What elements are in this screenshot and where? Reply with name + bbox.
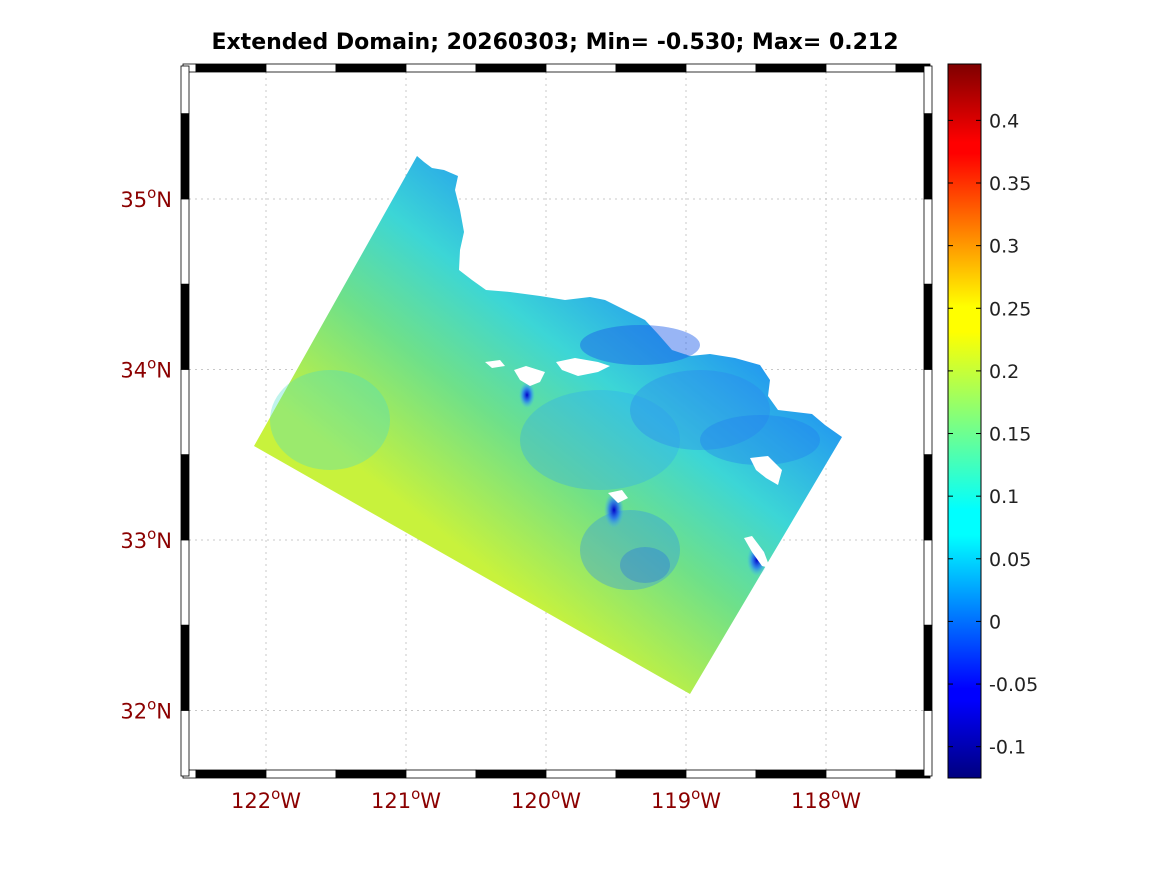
island-4 — [750, 456, 782, 485]
frame-bar-bottom — [825, 769, 897, 779]
frame-bar-left — [180, 369, 190, 456]
frame-bar-bottom — [405, 769, 477, 779]
longitude-tick-label: 119oW — [651, 785, 721, 813]
frame-bar-bottom — [755, 769, 827, 779]
frame-bar-left — [180, 198, 190, 285]
frame-bar-bottom — [545, 769, 617, 779]
longitude-tick-label: 120oW — [511, 785, 581, 813]
frame-bar-bottom — [195, 769, 267, 779]
frame-bar-right — [923, 283, 933, 370]
colorbar-ticks: 0.4 0.35 0.3 0.25 0.2 0.15 0.1 0.05 0 -0.05 -0.1 — [948, 110, 1038, 759]
latitude-tick-labels: 35oN 34oN 33oN 32oN — [120, 184, 172, 724]
latitude-tick-label: 33oN — [120, 525, 172, 553]
island-5 — [608, 490, 628, 503]
colorbar-tick-label: 0 — [989, 611, 1001, 633]
data-field — [254, 156, 842, 694]
map-title: Extended Domain; 20260303; Min= -0.530; … — [211, 30, 899, 55]
frame-bar-top — [615, 63, 687, 73]
frame-bar-left — [180, 283, 190, 370]
frame-bar-right — [923, 454, 933, 541]
colorbar-tick-label: 0.15 — [989, 424, 1031, 446]
frame-bar-left — [180, 454, 190, 541]
latitude-tick-label: 34oN — [120, 355, 172, 383]
frame-bar-top — [195, 63, 267, 73]
island-6 — [744, 536, 770, 568]
frame-bar-bottom — [685, 769, 757, 779]
colorbar-tick-label: 0.1 — [989, 486, 1019, 508]
frame-bar-left — [180, 539, 190, 626]
map-border — [180, 63, 933, 779]
colorbar-tick-label: 0.25 — [989, 298, 1031, 320]
frame-bar-bottom — [475, 769, 547, 779]
frame-bar-top — [335, 63, 407, 73]
frame-bar-left — [180, 624, 190, 711]
frame-bar-left — [180, 710, 190, 777]
frame-bar-top — [545, 63, 617, 73]
island-2 — [514, 366, 545, 386]
frame-bar-left — [180, 65, 190, 115]
frame-bar-right — [923, 113, 933, 200]
frame-bar-bottom — [265, 769, 337, 779]
frame-bar-bottom — [335, 769, 407, 779]
frame-bar-top — [475, 63, 547, 73]
colorbar-tick-label: -0.1 — [989, 737, 1026, 759]
frame-bar-top — [685, 63, 757, 73]
longitude-tick-label: 121oW — [371, 785, 441, 813]
latitude-tick-label: 32oN — [120, 696, 172, 724]
frame-bar-right — [923, 539, 933, 626]
frame-bar-bottom — [615, 769, 687, 779]
frame-bar-right — [923, 369, 933, 456]
colorbar-tick-label: -0.05 — [989, 674, 1038, 696]
colorbar-tick-label: 0.4 — [989, 110, 1019, 132]
colorbar-tick-label: 0.2 — [989, 361, 1019, 383]
frame-bar-left — [180, 113, 190, 200]
frame-bar-right — [923, 198, 933, 285]
colorbar — [947, 63, 982, 779]
island-3 — [556, 358, 610, 376]
frame-bar-right — [923, 624, 933, 711]
longitude-tick-labels: 122oW 121oW 120oW 119oW 118oW — [231, 785, 861, 813]
frame-bar-top — [265, 63, 337, 73]
frame-bar-top — [825, 63, 897, 73]
colorbar-tick-label: 0.3 — [989, 236, 1019, 258]
frame-bar-right — [923, 65, 933, 115]
data-region — [254, 156, 842, 694]
island-1 — [485, 360, 505, 368]
longitude-tick-label: 118oW — [791, 785, 861, 813]
colorbar-tick-label: 0.05 — [989, 549, 1031, 571]
frame-bar-top — [405, 63, 477, 73]
frame-bar-top — [755, 63, 827, 73]
frame-bar-right — [923, 710, 933, 777]
latitude-tick-label: 35oN — [120, 184, 172, 212]
colorbar-tick-label: 0.35 — [989, 173, 1031, 195]
longitude-tick-label: 122oW — [231, 785, 301, 813]
